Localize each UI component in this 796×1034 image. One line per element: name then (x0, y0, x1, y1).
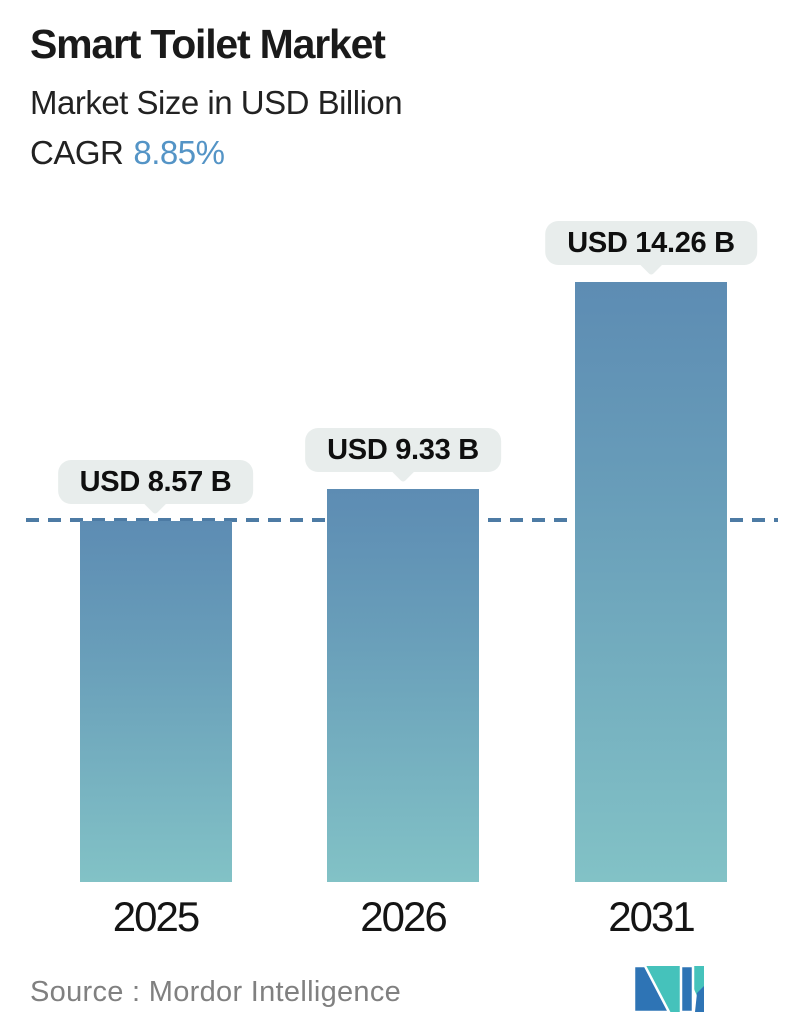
x-axis-label-2026: 2026 (360, 893, 447, 940)
chart-subtitle: Market Size in USD Billion (30, 84, 403, 122)
bar-2026 (327, 489, 479, 882)
source-text: Source : Mordor Intelligence (30, 976, 402, 1008)
value-pill-2025: USD 8.57 B (57, 460, 254, 504)
cagr-label: CAGR (30, 134, 124, 172)
cagr-value: 8.85% (133, 134, 225, 172)
cagr-line: CAGR 8.85% (30, 134, 402, 172)
value-pill-2031: USD 14.26 B (545, 221, 757, 265)
x-axis-label-2025: 2025 (112, 893, 200, 940)
header: Smart Toilet Market Market Size in USD B… (30, 21, 403, 172)
bar-2025 (79, 521, 232, 882)
mordor-intelligence-logo (633, 966, 704, 1012)
value-pill-2026: USD 9.33 B (305, 428, 501, 472)
bar-2031 (575, 282, 727, 882)
page-title: Smart Toilet Market (30, 21, 386, 67)
x-axis-label-2031: 2031 (608, 893, 695, 940)
